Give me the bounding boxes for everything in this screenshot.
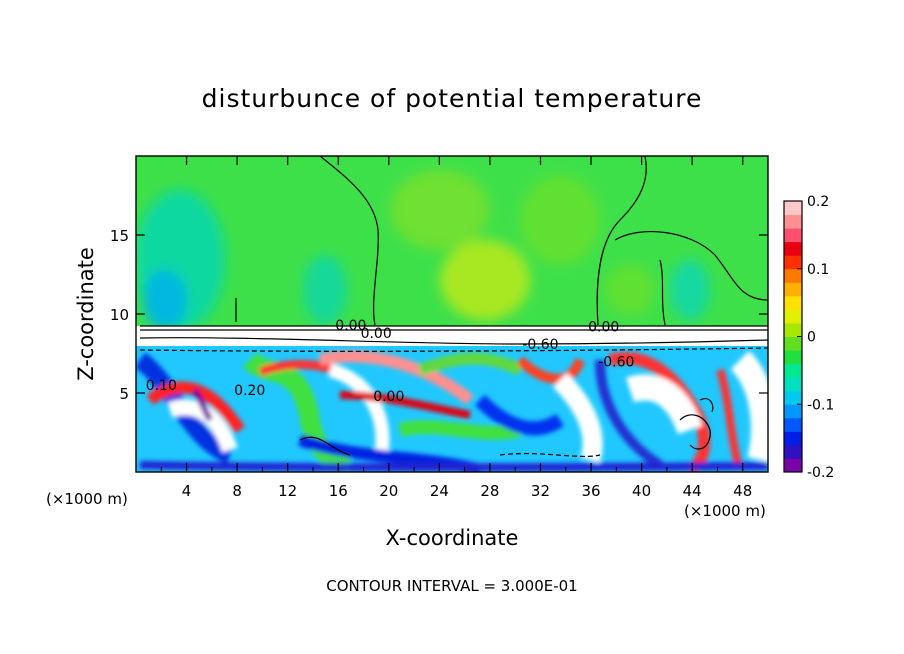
field-blob (390, 170, 490, 250)
field-blob (303, 255, 347, 325)
colorbar-segment (784, 458, 802, 473)
field-streak (475, 394, 564, 436)
field-streak (398, 420, 522, 440)
field-streak (192, 388, 213, 422)
contour-labels: 0.000.00 0.00-0.600.000.20-0.600.10 (146, 318, 635, 405)
y-tick-label: 5 (119, 385, 129, 403)
chart-title: disturbunce of potential temperature (201, 84, 703, 113)
field-streak (327, 363, 390, 462)
colorbar-tick-label: -0.2 (807, 465, 834, 481)
field-streak (139, 461, 768, 472)
field-streak (418, 352, 523, 376)
colorbar-segment (784, 444, 802, 459)
x-tick-label: 28 (480, 482, 499, 500)
contour-lines (139, 156, 768, 458)
colorbar-segment (784, 431, 802, 446)
contour-interval-text: CONTOUR INTERVAL = 3.000E-01 (326, 577, 578, 595)
x-unit-label-left: (×1000 m) (46, 490, 128, 508)
x-tick-label: 32 (531, 482, 550, 500)
contour-label: 0.00 (361, 326, 392, 342)
colorbar-segment (784, 404, 802, 419)
x-tick-label: 20 (379, 482, 398, 500)
contour-label: -0.60 (598, 354, 634, 370)
field-streak (552, 372, 603, 464)
field-streak (318, 350, 474, 405)
colorbar-segment (784, 268, 802, 283)
x-tick-label: 16 (329, 482, 348, 500)
field-blob (670, 260, 710, 320)
field-blob (143, 270, 187, 330)
colorbar-tick-label: 0.1 (807, 262, 829, 278)
contour-label: 0.10 (146, 378, 177, 394)
field-blob (605, 265, 655, 315)
colorbar-segment (784, 309, 802, 324)
field-blob (520, 175, 600, 265)
x-unit-label-right: (×1000 m) (684, 502, 766, 520)
contour-label: 0.00 (588, 320, 619, 336)
interface-band (136, 326, 768, 346)
x-axis-label: X-coordinate (385, 526, 519, 550)
x-tick-label: 12 (278, 482, 297, 500)
colorbar-segment (784, 282, 802, 297)
colorbar-segment (784, 201, 802, 216)
colorbar: 0.2 0.1 0 -0.1 -0.2 (783, 194, 834, 481)
colorbar-segment (784, 336, 802, 351)
colorbar-segment (784, 241, 802, 256)
colorbar-segment (784, 322, 802, 337)
field-streak (146, 381, 245, 434)
x-tick-label: 40 (632, 482, 651, 500)
x-tick-label: 24 (430, 482, 449, 500)
field-streak (625, 374, 703, 435)
colorbar-segment (784, 228, 802, 243)
colorbar-segment (784, 214, 802, 229)
colorbar-tick-label: 0.2 (807, 194, 829, 210)
field-streak (516, 356, 585, 384)
field-streak (339, 391, 471, 419)
colorbar-segment (784, 350, 802, 365)
field-streak (716, 368, 744, 472)
contour-label: 0.00 (335, 318, 366, 334)
field-blob (440, 240, 530, 320)
y-tick-label: 10 (110, 306, 129, 324)
contour-label: -0.60 (522, 337, 558, 353)
colorbar-tick-label: -0.1 (807, 397, 834, 413)
colorbar-segment (784, 377, 802, 392)
colorbar-segment (784, 255, 802, 270)
field-streak (595, 359, 663, 470)
contour-label: 0.20 (234, 383, 265, 399)
colorbar-segment (784, 295, 802, 310)
x-tick-label: 44 (683, 482, 702, 500)
y-tick-label: 15 (110, 227, 129, 245)
x-tick-label: 36 (581, 482, 600, 500)
colorbar-tick-label: 0 (807, 330, 816, 346)
contour-label: 0.00 (373, 389, 404, 405)
x-tick-label: 48 (733, 482, 752, 500)
colorbar-segment (784, 390, 802, 405)
heatmap-field (136, 156, 768, 472)
x-tick-label: 8 (232, 482, 242, 500)
x-tick-label: 4 (182, 482, 192, 500)
colorbar-segment (784, 363, 802, 378)
field-streak (730, 350, 768, 462)
colorbar-segment (784, 417, 802, 432)
